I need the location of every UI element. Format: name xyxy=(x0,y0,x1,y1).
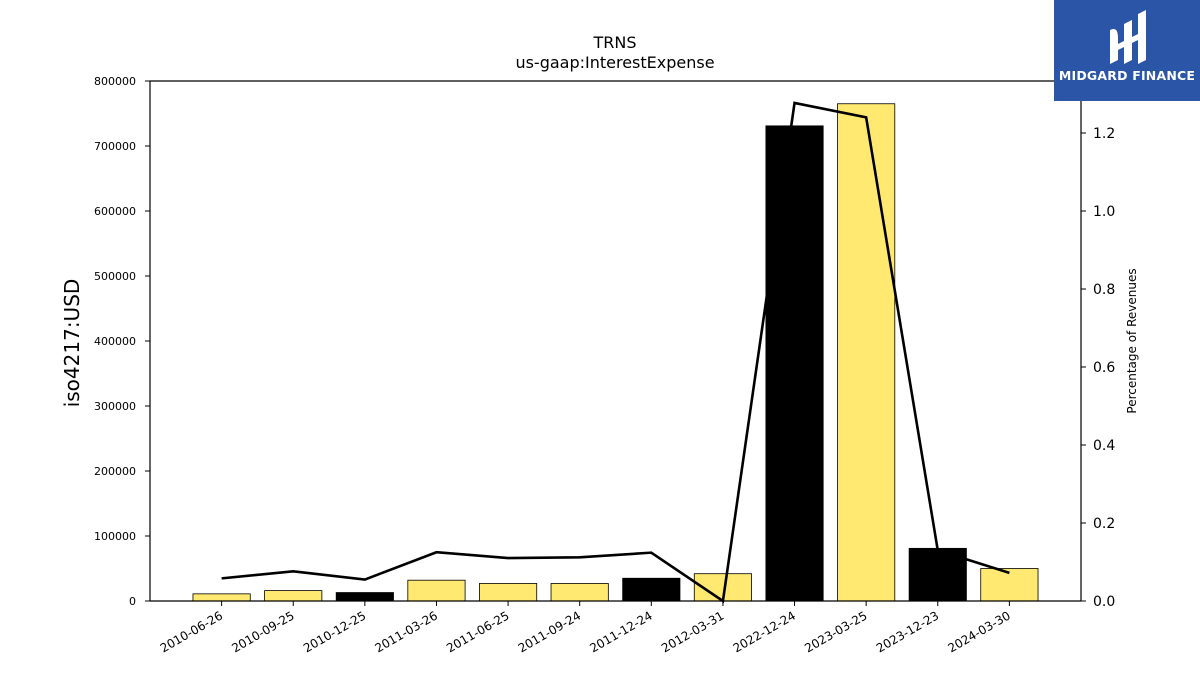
x-tick-label: 2010-09-25 xyxy=(229,608,296,655)
x-tick-label: 2024-03-30 xyxy=(945,608,1012,655)
y-tick-label: 0 xyxy=(129,595,136,608)
chart-title: TRNS xyxy=(592,33,636,52)
bar xyxy=(550,583,609,602)
y2-tick-label: 0.2 xyxy=(1093,516,1115,532)
x-tick-label: 2012-03-31 xyxy=(659,608,726,655)
y-tick-label: 800000 xyxy=(94,75,136,88)
y-tick-label: 300000 xyxy=(94,400,136,413)
y2-tick-label: 0.0 xyxy=(1093,594,1115,610)
x-tick-label: 2010-06-26 xyxy=(158,608,225,655)
y-tick-label: 600000 xyxy=(94,205,136,218)
bar xyxy=(622,577,681,602)
x-tick-label: 2011-06-25 xyxy=(444,608,511,655)
midgard-logo-icon xyxy=(1110,10,1146,64)
x-tick-label: 2023-03-25 xyxy=(802,608,869,655)
bars-group xyxy=(192,103,1039,602)
bar xyxy=(264,590,323,602)
chart-subtitle: us-gaap:InterestExpense xyxy=(515,53,714,72)
x-tick-label: 2023-12-23 xyxy=(874,608,941,655)
brand-name: MIDGARD FINANCE xyxy=(1058,68,1196,83)
y-axis-label: iso4217:USD xyxy=(60,279,84,408)
y2-tick-label: 0.4 xyxy=(1093,438,1115,454)
x-tick-label: 2010-12-25 xyxy=(301,608,368,655)
y2-tick-label: 0.6 xyxy=(1093,360,1115,376)
x-tick-label: 2011-12-24 xyxy=(587,608,654,655)
line-group xyxy=(221,101,1010,604)
y2-tick-label: 0.8 xyxy=(1093,282,1115,298)
y-tick-label: 400000 xyxy=(94,335,136,348)
bar xyxy=(837,103,896,602)
bar xyxy=(407,579,466,602)
x-tick-label: 2022-12-24 xyxy=(731,608,798,655)
bar xyxy=(765,125,824,602)
y-tick-label: 100000 xyxy=(94,530,136,543)
y-tick-label: 700000 xyxy=(94,140,136,153)
bar xyxy=(192,593,251,602)
bar xyxy=(479,583,538,602)
revenue-percentage-line xyxy=(221,101,1010,604)
x-tick-label: 2011-03-26 xyxy=(373,608,440,655)
y2-tick-label: 1.2 xyxy=(1093,126,1115,142)
brand-logo: MIDGARD FINANCE xyxy=(1054,0,1200,101)
y-tick-label: 500000 xyxy=(94,270,136,283)
bar xyxy=(335,592,394,602)
y2-axis-label: Percentage of Revenues xyxy=(1125,268,1139,413)
bar xyxy=(980,568,1039,602)
x-tick-label: 2011-09-24 xyxy=(516,608,583,655)
y2-tick-label: 1.0 xyxy=(1093,204,1115,220)
y-tick-label: 200000 xyxy=(94,465,136,478)
